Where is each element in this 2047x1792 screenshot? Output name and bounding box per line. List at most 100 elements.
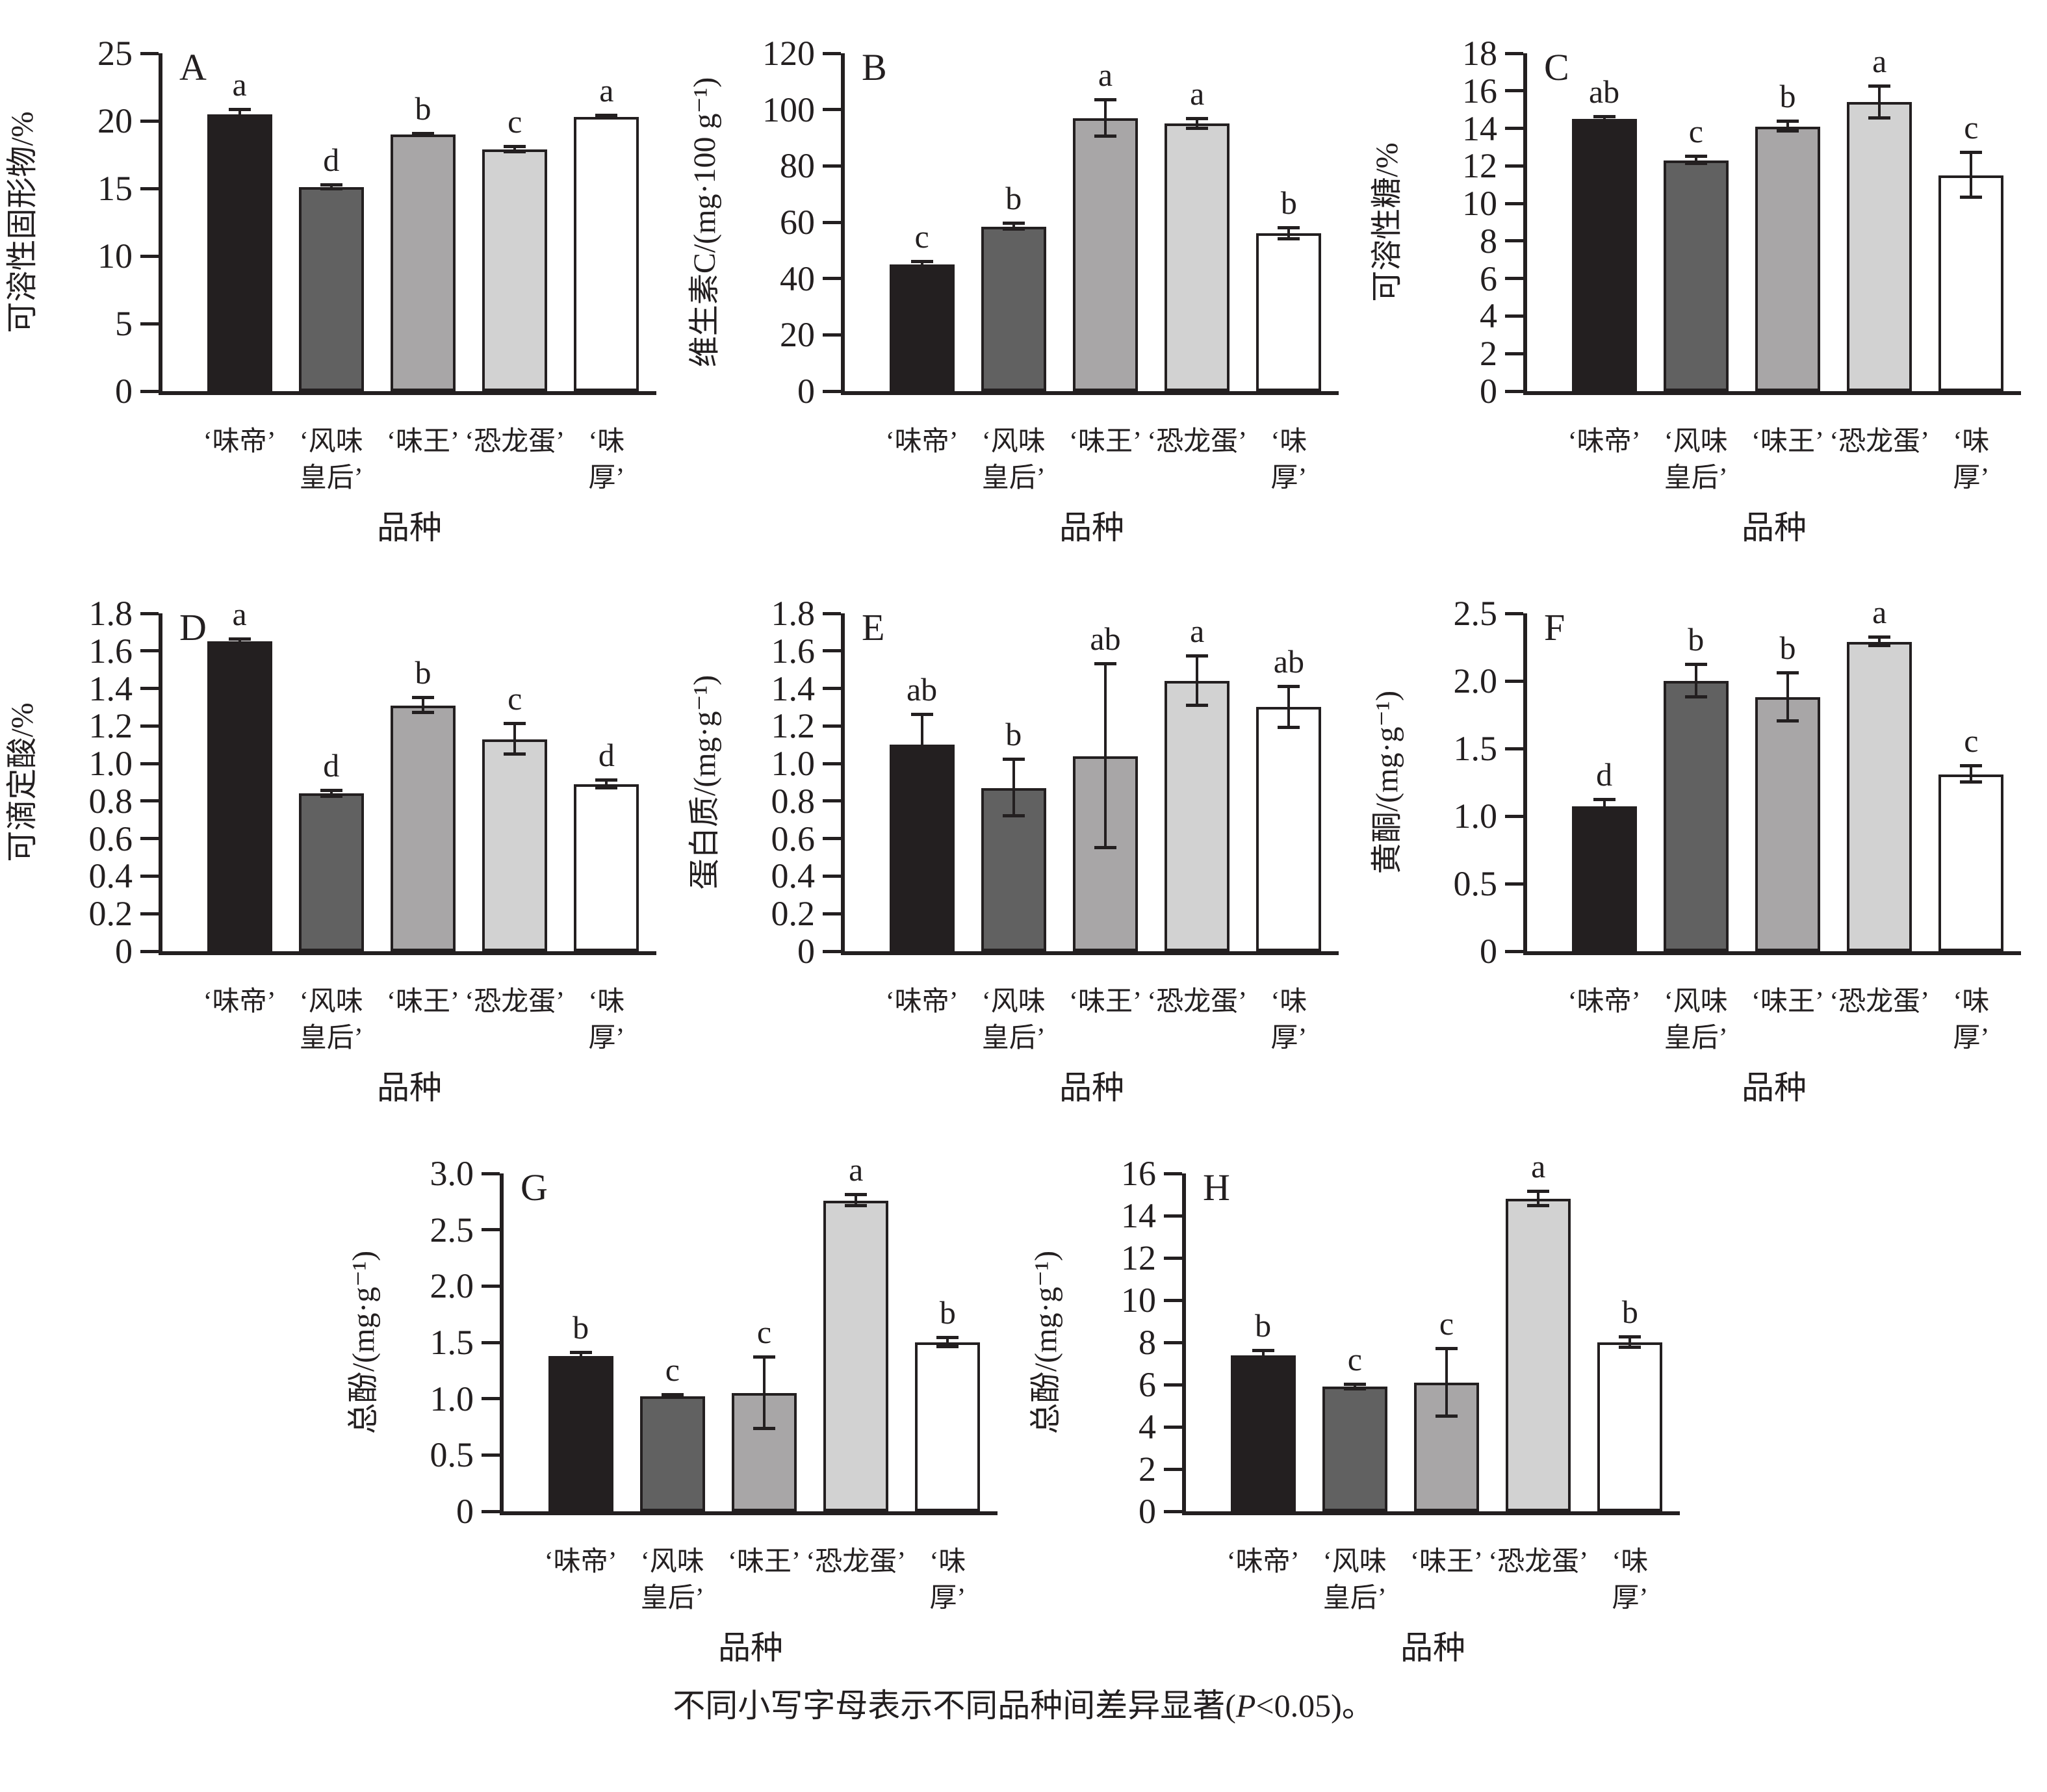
error-bar (1970, 153, 1973, 198)
y-tick-label: 0.4 (771, 856, 816, 896)
error-bar-cap (753, 1355, 775, 1359)
y-tick-mark (1505, 127, 1523, 131)
panel-letter: D (179, 606, 207, 648)
sig-letter: b (1005, 180, 1022, 217)
bar (1414, 1382, 1479, 1511)
error-bar-cap (595, 113, 618, 117)
error-bar-cap (845, 1192, 868, 1196)
error-bar (920, 261, 923, 268)
y-axis-line (1523, 53, 1527, 395)
error-bar (1104, 99, 1107, 136)
bar (574, 116, 639, 391)
y-tick-label: 0.8 (88, 781, 133, 821)
error-bar-cap (1960, 151, 1983, 155)
x-category-label: ‘味帝’ (544, 1547, 617, 1577)
caption-suffix-text: <0.05)。 (1255, 1687, 1374, 1724)
y-tick-mark (823, 724, 841, 728)
y-tick-label: 2.0 (1453, 661, 1498, 700)
y-tick-mark (482, 1340, 500, 1344)
y-tick-mark (823, 799, 841, 803)
y-tick-mark (1505, 201, 1523, 205)
sig-letter: b (573, 1309, 589, 1346)
x-category-label: ‘味帝’ (203, 987, 276, 1017)
x-axis-title: 品种 (718, 1630, 783, 1666)
error-bar-cap (1343, 1387, 1366, 1390)
x-category-label: ‘味王’ (1069, 427, 1142, 457)
bar (1256, 707, 1322, 951)
sig-letter: ab (1588, 73, 1620, 110)
sig-letter: a (1190, 75, 1205, 112)
x-category-label: ‘味王’ (1410, 1547, 1483, 1577)
sig-letter: c (1964, 109, 1979, 146)
sig-letter: a (232, 596, 247, 633)
error-bar-cap (1094, 134, 1116, 138)
chart-panel-G: 总酚/(mg·g⁻¹) G 0 0.5 1.0 1.5 2.0 2.5 3.0 b c c a b ‘味帝’… (341, 1125, 1024, 1667)
y-tick-label: 0.6 (88, 819, 133, 858)
x-category-label: ‘风味 皇后’ (1664, 427, 1728, 493)
error-bar-cap (1094, 662, 1116, 665)
y-tick-label: 10 (97, 237, 133, 275)
chart-row-3: 总酚/(mg·g⁻¹) G 0 0.5 1.0 1.5 2.0 2.5 3.0 b c c a b ‘味帝’… (0, 1125, 2047, 1667)
y-axis-line (500, 1173, 504, 1515)
y-axis-label: 可溶性固形物/% (5, 111, 40, 333)
y-tick-label: 0.2 (88, 894, 133, 934)
bar (391, 134, 456, 391)
error-bar-cap (595, 786, 618, 789)
error-bar (1694, 665, 1697, 697)
y-axis-label: 黄酮/(mg·g⁻¹) (1370, 690, 1404, 875)
sig-letter: b (1779, 629, 1796, 666)
error-bar-cap (320, 187, 342, 191)
x-axis-title: 品种 (1742, 1069, 1807, 1106)
error-bar (1445, 1348, 1448, 1416)
bar (1230, 1355, 1296, 1511)
error-bar-cap (1343, 1383, 1366, 1386)
error-bar-cap (569, 1350, 592, 1354)
y-axis-label: 总酚/(mg·g⁻¹) (1029, 1250, 1063, 1435)
error-bar-cap (910, 265, 933, 269)
y-tick-mark (823, 389, 841, 393)
bar (1847, 641, 1912, 951)
y-tick-mark (1505, 352, 1523, 355)
error-bar-cap (1278, 684, 1300, 688)
y-tick-label: 6 (1139, 1365, 1156, 1404)
bar (548, 1355, 613, 1511)
y-tick-label: 1.2 (88, 706, 133, 746)
sig-letter: c (665, 1351, 680, 1389)
panel-letter: E (862, 606, 885, 648)
y-tick-label: 10 (1121, 1281, 1156, 1320)
error-bar (513, 146, 517, 152)
x-axis-line (1523, 951, 2021, 955)
y-tick-label: 2.0 (430, 1266, 474, 1306)
error-bar-cap (1094, 97, 1116, 101)
error-bar (1537, 1191, 1540, 1207)
sig-letter: ab (1090, 621, 1121, 657)
error-bar-cap (1186, 116, 1209, 120)
error-bar-cap (228, 116, 251, 120)
panel-letter: B (862, 46, 887, 88)
bar (1073, 118, 1138, 391)
plot-area: A 0 5 10 15 20 25 a d b c a (97, 36, 656, 409)
y-tick-mark (823, 762, 841, 765)
bar (482, 149, 548, 391)
error-bar-cap (1435, 1414, 1458, 1418)
error-bar-cap (320, 183, 342, 186)
plot-region: 可溶性糖/% C 0 2 4 6 8 10 12 14 16 18 ab c b a c (1370, 36, 2021, 409)
y-tick-mark (823, 611, 841, 615)
bar (298, 186, 364, 391)
chart-panel-B: 维生素C/(mg·100 g⁻¹) B 0 20 40 60 80 100 120 c b a a b ‘味… (682, 5, 1365, 547)
y-axis-label: 总酚/(mg·g⁻¹) (346, 1250, 381, 1435)
panel-letter: F (1544, 606, 1565, 648)
x-axis-title: 品种 (1742, 509, 1807, 546)
error-bar-cap (661, 1393, 684, 1397)
error-bar-cap (504, 149, 526, 153)
figure-caption: 不同小写字母表示不同品种间差异显著(P<0.05)。 (0, 1685, 2047, 1726)
sig-letter: b (1280, 184, 1297, 221)
sig-letter: c (1688, 112, 1703, 149)
y-tick-label: 5 (115, 304, 133, 343)
x-category-label: ‘味帝’ (885, 987, 959, 1017)
y-tick-label: 2 (1139, 1450, 1156, 1489)
bar (1597, 1342, 1663, 1511)
sig-letter: ab (1273, 643, 1304, 680)
y-tick-label: 0 (1480, 372, 1497, 411)
error-bar (1353, 1385, 1356, 1389)
